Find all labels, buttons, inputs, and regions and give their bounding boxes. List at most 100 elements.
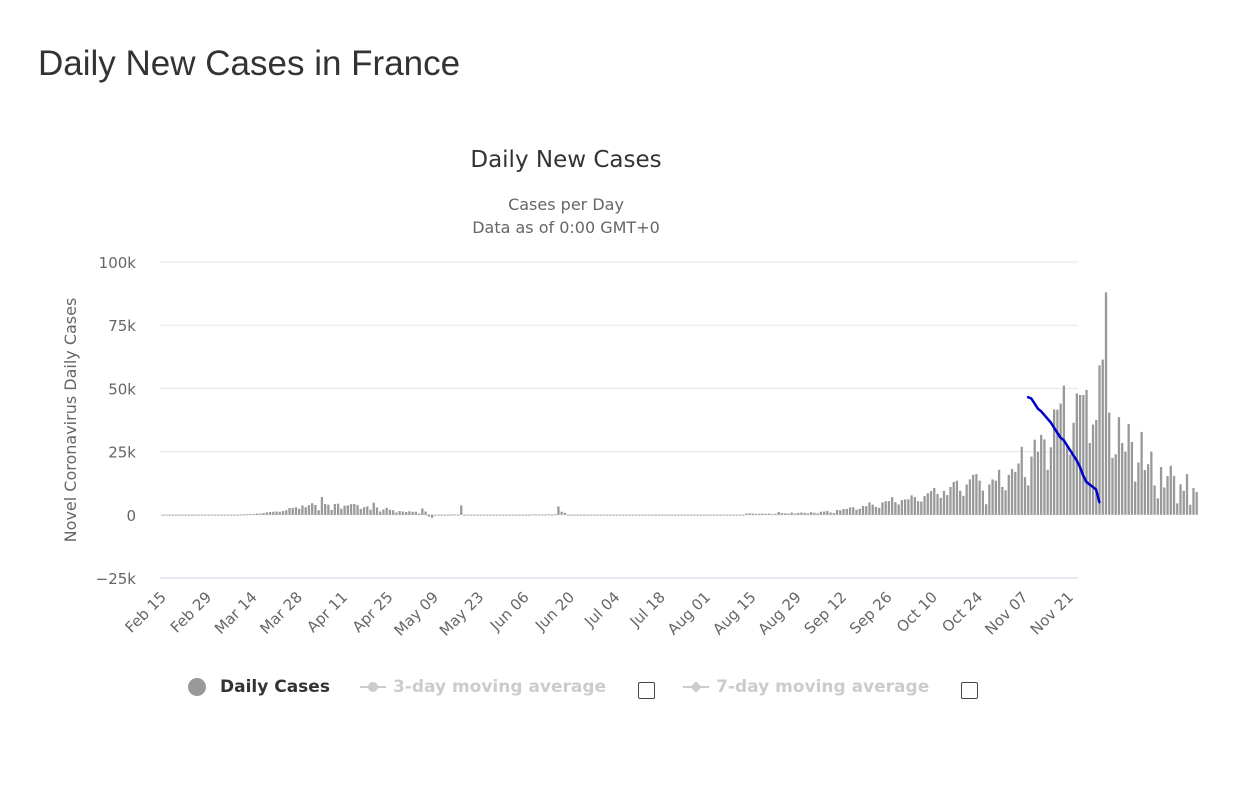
daily-cases-bar[interactable] bbox=[366, 506, 369, 515]
daily-cases-bar[interactable] bbox=[952, 481, 955, 515]
daily-cases-bar[interactable] bbox=[657, 514, 661, 516]
daily-cases-bar[interactable] bbox=[1053, 409, 1056, 515]
daily-cases-bar[interactable] bbox=[813, 512, 816, 515]
daily-cases-bar[interactable] bbox=[1166, 476, 1169, 515]
daily-cases-bar[interactable] bbox=[816, 513, 819, 515]
daily-cases-bar[interactable] bbox=[959, 490, 962, 515]
daily-cases-bar[interactable] bbox=[298, 508, 301, 515]
daily-cases-bar[interactable] bbox=[848, 507, 852, 515]
daily-cases-bar[interactable] bbox=[913, 497, 916, 515]
daily-cases-bar[interactable] bbox=[544, 514, 547, 516]
daily-cases-bar[interactable] bbox=[605, 514, 609, 516]
daily-cases-bar[interactable] bbox=[826, 511, 829, 515]
daily-cases-bar[interactable] bbox=[771, 514, 774, 516]
daily-cases-bar[interactable] bbox=[774, 513, 777, 515]
daily-cases-bar[interactable] bbox=[511, 514, 515, 516]
daily-cases-bar[interactable] bbox=[356, 504, 359, 515]
daily-cases-bar[interactable] bbox=[936, 494, 939, 515]
daily-cases-bar[interactable] bbox=[333, 503, 337, 515]
daily-cases-bar[interactable] bbox=[845, 508, 848, 515]
daily-cases-bar[interactable] bbox=[868, 502, 871, 515]
daily-cases-bar[interactable] bbox=[599, 514, 602, 516]
daily-cases-bar[interactable] bbox=[745, 513, 748, 515]
daily-cases-bar[interactable] bbox=[395, 512, 398, 515]
daily-cases-bar[interactable] bbox=[589, 514, 592, 516]
daily-cases-bar[interactable] bbox=[738, 514, 742, 516]
daily-cases-bar[interactable] bbox=[819, 511, 823, 515]
daily-cases-bar[interactable] bbox=[401, 511, 405, 515]
bar-series[interactable] bbox=[162, 292, 1198, 518]
daily-cases-bar[interactable] bbox=[521, 514, 524, 516]
daily-cases-bar[interactable] bbox=[162, 514, 165, 516]
daily-cases-bar[interactable] bbox=[424, 511, 427, 515]
daily-cases-bar[interactable] bbox=[1195, 492, 1198, 515]
daily-cases-bar[interactable] bbox=[359, 508, 362, 515]
daily-cases-bar[interactable] bbox=[881, 502, 884, 515]
daily-cases-bar[interactable] bbox=[398, 511, 401, 515]
daily-cases-bar[interactable] bbox=[1163, 487, 1166, 515]
daily-cases-bar[interactable] bbox=[855, 509, 858, 515]
daily-cases-bar[interactable] bbox=[1159, 467, 1163, 515]
daily-cases-bar[interactable] bbox=[294, 507, 298, 515]
daily-cases-bar[interactable] bbox=[1075, 393, 1078, 515]
daily-cases-bar[interactable] bbox=[615, 514, 618, 516]
daily-cases-bar[interactable] bbox=[1027, 485, 1030, 515]
daily-cases-bar[interactable] bbox=[903, 499, 907, 515]
daily-cases-bar[interactable] bbox=[1134, 481, 1137, 515]
daily-cases-bar[interactable] bbox=[174, 514, 178, 516]
daily-cases-bar[interactable] bbox=[933, 488, 936, 515]
daily-cases-bar[interactable] bbox=[797, 513, 800, 515]
daily-cases-bar[interactable] bbox=[722, 514, 725, 516]
daily-cases-bar[interactable] bbox=[832, 513, 835, 515]
daily-cases-bar[interactable] bbox=[226, 514, 230, 516]
daily-cases-bar[interactable] bbox=[946, 495, 949, 515]
daily-cases-bar[interactable] bbox=[430, 514, 434, 518]
daily-cases-bar[interactable] bbox=[965, 484, 968, 515]
daily-cases-bar[interactable] bbox=[683, 514, 686, 516]
daily-cases-bar[interactable] bbox=[920, 501, 923, 515]
daily-cases-bar[interactable] bbox=[981, 490, 985, 515]
daily-cases-bar[interactable] bbox=[1065, 446, 1069, 515]
daily-cases-bar[interactable] bbox=[884, 501, 887, 515]
daily-cases-bar[interactable] bbox=[1127, 424, 1130, 515]
daily-cases-bar[interactable] bbox=[696, 514, 699, 516]
daily-cases-bar[interactable] bbox=[495, 514, 499, 516]
daily-cases-bar[interactable] bbox=[648, 514, 651, 516]
daily-cases-bar[interactable] bbox=[375, 507, 379, 515]
daily-cases-bar[interactable] bbox=[829, 512, 832, 515]
daily-cases-bar[interactable] bbox=[842, 508, 845, 515]
daily-cases-bar[interactable] bbox=[1124, 451, 1127, 515]
daily-cases-bar[interactable] bbox=[239, 514, 243, 516]
daily-cases-bar[interactable] bbox=[667, 514, 670, 516]
daily-cases-bar[interactable] bbox=[910, 495, 913, 515]
daily-cases-bar[interactable] bbox=[528, 514, 531, 516]
daily-cases-bar[interactable] bbox=[579, 514, 583, 516]
daily-cases-bar[interactable] bbox=[784, 513, 787, 515]
daily-cases-bar[interactable] bbox=[1130, 441, 1134, 515]
daily-cases-bar[interactable] bbox=[249, 514, 252, 516]
daily-cases-bar[interactable] bbox=[793, 513, 797, 515]
daily-cases-bar[interactable] bbox=[194, 514, 197, 516]
daily-cases-bar[interactable] bbox=[534, 514, 537, 516]
daily-cases-bar[interactable] bbox=[929, 491, 933, 515]
daily-cases-bar[interactable] bbox=[388, 509, 392, 515]
daily-cases-bar[interactable] bbox=[1176, 503, 1179, 515]
daily-cases-bar[interactable] bbox=[962, 495, 965, 515]
daily-cases-bar[interactable] bbox=[285, 510, 288, 515]
daily-cases-bar[interactable] bbox=[281, 511, 285, 515]
daily-cases-bar[interactable] bbox=[405, 512, 408, 515]
daily-cases-bar[interactable] bbox=[453, 514, 456, 516]
daily-cases-bar[interactable] bbox=[1059, 403, 1062, 515]
daily-cases-bar[interactable] bbox=[1156, 498, 1159, 515]
daily-cases-bar[interactable] bbox=[978, 480, 981, 515]
daily-cases-bar[interactable] bbox=[1017, 463, 1020, 515]
daily-cases-bar[interactable] bbox=[1085, 389, 1088, 515]
daily-cases-bar[interactable] bbox=[223, 514, 226, 516]
daily-cases-bar[interactable] bbox=[278, 511, 281, 515]
daily-cases-bar[interactable] bbox=[916, 501, 920, 515]
daily-cases-bar[interactable] bbox=[1137, 462, 1140, 515]
daily-cases-bar[interactable] bbox=[518, 514, 521, 516]
daily-cases-bar[interactable] bbox=[865, 506, 868, 515]
daily-cases-bar[interactable] bbox=[537, 514, 541, 516]
daily-cases-bar[interactable] bbox=[330, 509, 333, 515]
